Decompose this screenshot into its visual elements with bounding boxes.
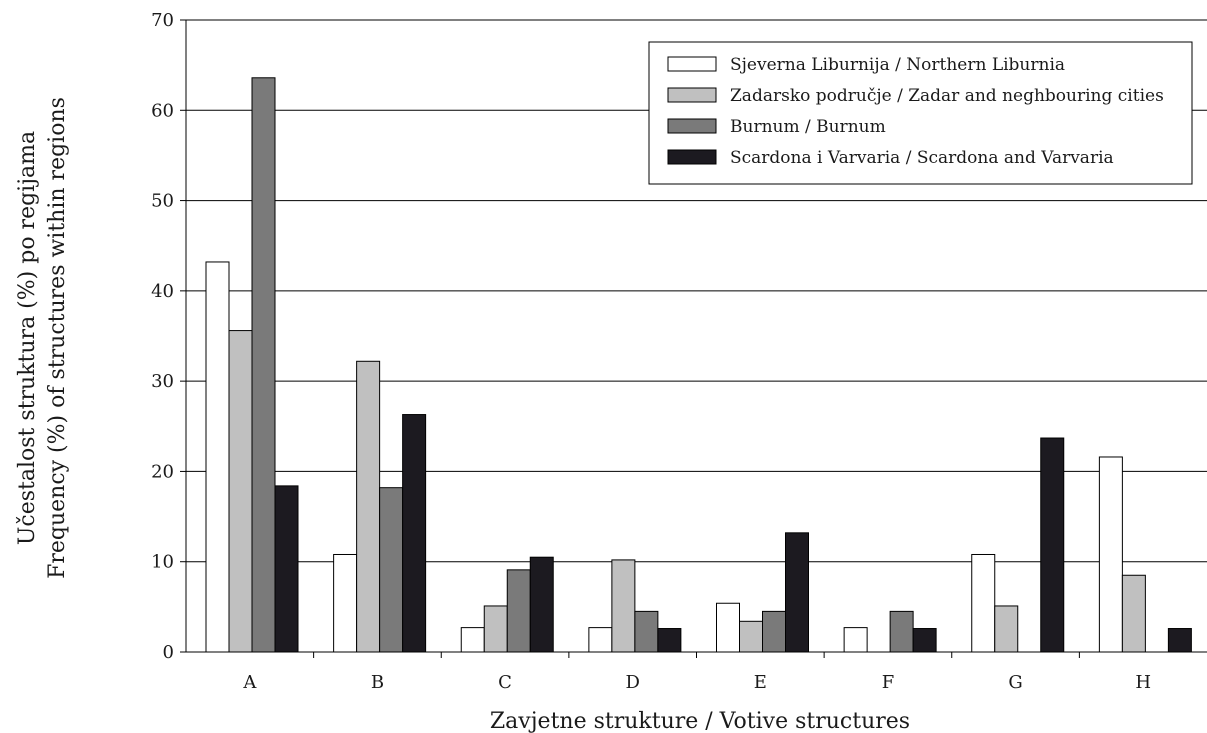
- bar: [716, 602, 740, 653]
- bar: [333, 553, 358, 653]
- legend-swatch: [667, 87, 717, 103]
- bar: [460, 627, 485, 653]
- y-axis-title-line-2: Frequency (%) of structures within regio…: [45, 97, 70, 579]
- legend-label: Sjeverna Liburnija / Northern Liburnia: [730, 55, 1065, 75]
- bar: [483, 605, 508, 653]
- legend-label: Zadarsko područje / Zadar and neghbourin…: [730, 86, 1164, 106]
- y-tick-label: 60: [151, 100, 174, 121]
- bar: [762, 610, 786, 653]
- y-tick-label: 20: [151, 461, 174, 482]
- bars: [205, 77, 1192, 653]
- legend-swatch: [667, 118, 717, 134]
- legend-swatch: [667, 56, 717, 72]
- legend-label: Burnum / Burnum: [730, 117, 886, 137]
- bar: [971, 553, 996, 653]
- axes: 0 10 20 30 40 50 60 70 A B C D E F G H: [151, 10, 1207, 693]
- y-axis-title: Učestalost struktura (%) po regijama Fre…: [15, 97, 70, 579]
- y-tick-label: 10: [151, 552, 174, 573]
- bar: [912, 628, 937, 653]
- bar: [1098, 456, 1123, 653]
- legend: Sjeverna Liburnija / Northern Liburnia Za…: [648, 41, 1193, 185]
- legend-label: Scardona i Varvaria / Scardona and Varva…: [730, 148, 1114, 168]
- bar: [994, 605, 1019, 653]
- x-tick-label: E: [754, 672, 767, 693]
- bar: [205, 261, 230, 653]
- y-tick-label: 40: [151, 281, 174, 302]
- bar: [1040, 437, 1065, 653]
- bar: [1121, 574, 1146, 653]
- legend-box: [648, 41, 1193, 185]
- x-tick-label: B: [371, 672, 384, 693]
- bar: [634, 610, 659, 653]
- x-tick-label: A: [242, 672, 257, 693]
- bar: [785, 532, 809, 653]
- y-tick-label: 70: [151, 10, 174, 31]
- bar: [843, 627, 868, 653]
- y-axis-title-line-1: Učestalost struktura (%) po regijama: [15, 131, 40, 545]
- bar: [402, 414, 427, 653]
- bar: [274, 485, 299, 653]
- y-tick-label: 30: [151, 371, 174, 392]
- bar: [611, 559, 636, 653]
- x-tick-label: D: [625, 672, 639, 693]
- x-tick-label: C: [498, 672, 512, 693]
- bar: [529, 556, 554, 653]
- x-axis-title: Zavjetne strukture / Votive structures: [490, 709, 910, 733]
- bar: [588, 627, 613, 653]
- x-tick-label: H: [1135, 672, 1151, 693]
- x-tick-label: F: [882, 672, 895, 693]
- bar: [739, 620, 763, 653]
- y-tick-label: 50: [151, 191, 174, 212]
- bar: [228, 330, 253, 653]
- bar: [1167, 628, 1192, 653]
- bar: [251, 77, 276, 653]
- legend-swatch: [667, 149, 717, 165]
- bar: [356, 360, 381, 653]
- bar: [379, 487, 404, 653]
- bar: [506, 569, 531, 653]
- bar: [889, 610, 914, 653]
- y-tick-label: 0: [163, 642, 174, 663]
- x-tick-label: G: [1008, 672, 1022, 693]
- bar: [657, 628, 682, 653]
